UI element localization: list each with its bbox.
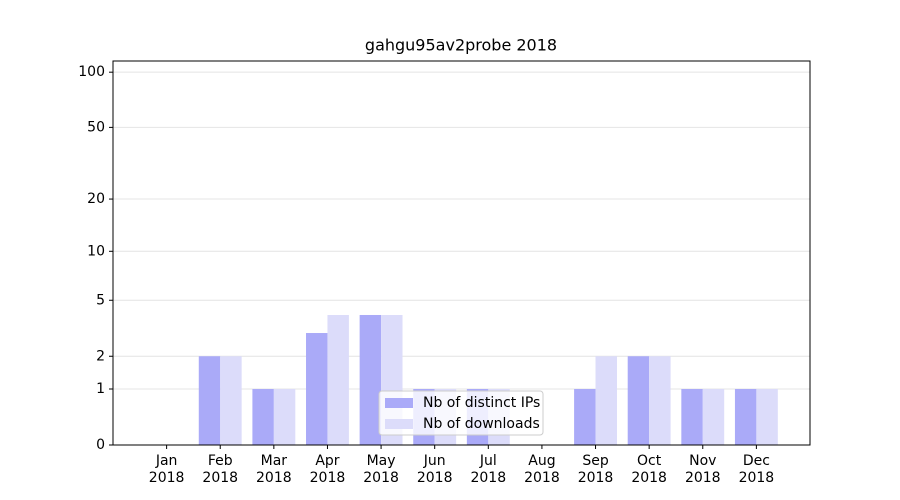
y-tick-label: 20 [87, 191, 105, 207]
legend-label: Nb of distinct IPs [423, 395, 540, 411]
x-tick-label: Jun 2018 [417, 453, 453, 486]
x-tick-label-line: Oct [637, 453, 662, 469]
x-tick-label-line: Jul [479, 453, 497, 469]
x-tick-label: Oct 2018 [631, 453, 667, 486]
x-tick-label-line: Aug [528, 453, 555, 469]
bar [198, 356, 221, 445]
bar [595, 356, 617, 445]
legend-swatch [385, 419, 413, 429]
y-tick-label: 1 [96, 381, 105, 397]
y-tick-label: 100 [78, 64, 105, 80]
y-tick-label: 50 [87, 119, 105, 135]
axes-frame [112, 60, 811, 446]
x-tick-label-line: 2018 [739, 470, 775, 486]
x-tick-label-line: 2018 [524, 470, 560, 486]
bar [574, 389, 596, 445]
bar [252, 389, 274, 445]
chart-title: gahgu95av2probe 2018 [365, 36, 557, 55]
x-tick-label-line: Feb [208, 453, 233, 469]
x-tick-label: Jul 2018 [470, 453, 506, 486]
bar [756, 389, 778, 445]
y-tick-label: 2 [96, 348, 105, 364]
x-tick-label: Mar 2018 [256, 453, 292, 486]
x-tick-label-line: Sep [582, 453, 609, 469]
x-tick-label: Aug 2018 [524, 453, 560, 486]
bar [649, 356, 671, 445]
x-tick-label-line: Dec [743, 453, 770, 469]
x-tick-label-line: 2018 [470, 470, 506, 486]
y-tick-label: 0 [96, 437, 105, 453]
x-tick-label: Apr 2018 [310, 453, 346, 486]
x-tick-label-line: 2018 [202, 470, 238, 486]
y-tick-label: 10 [87, 243, 105, 259]
x-tick-label-line: 2018 [363, 470, 399, 486]
x-tick-label-line: 2018 [631, 470, 667, 486]
x-tick-label: May 2018 [363, 453, 399, 486]
bar [220, 356, 242, 445]
bar [273, 389, 296, 445]
x-tick-label-line: Apr [315, 453, 339, 469]
x-tick-label-line: 2018 [149, 470, 185, 486]
x-tick-label-line: May [367, 453, 396, 469]
y-tick-label: 5 [96, 292, 105, 308]
x-tick-label-line: 2018 [685, 470, 721, 486]
x-tick-label: Jan 2018 [149, 453, 185, 486]
x-tick-label-line: 2018 [417, 470, 453, 486]
bar [327, 314, 349, 445]
x-tick-label-line: 2018 [578, 470, 614, 486]
x-tick-label-line: Jan [155, 453, 178, 469]
bar [627, 356, 650, 445]
x-tick-label: Feb 2018 [202, 453, 238, 486]
x-tick-label-line: Nov [689, 453, 716, 469]
x-tick-label: Dec 2018 [739, 453, 775, 486]
x-tick-label-line: 2018 [256, 470, 292, 486]
x-tick-label-line: 2018 [310, 470, 346, 486]
bar [734, 389, 757, 445]
x-tick-label: Nov 2018 [685, 453, 721, 486]
bar [702, 389, 725, 445]
x-tick-label: Sep 2018 [578, 453, 614, 486]
bar [681, 389, 703, 445]
legend-label: Nb of downloads [423, 416, 540, 432]
legend-swatch [385, 398, 413, 408]
x-tick-label-line: Jun [423, 453, 446, 469]
bar [306, 333, 328, 445]
bar [359, 314, 382, 445]
x-tick-label-line: Mar [261, 453, 288, 469]
legend-box [378, 390, 544, 436]
